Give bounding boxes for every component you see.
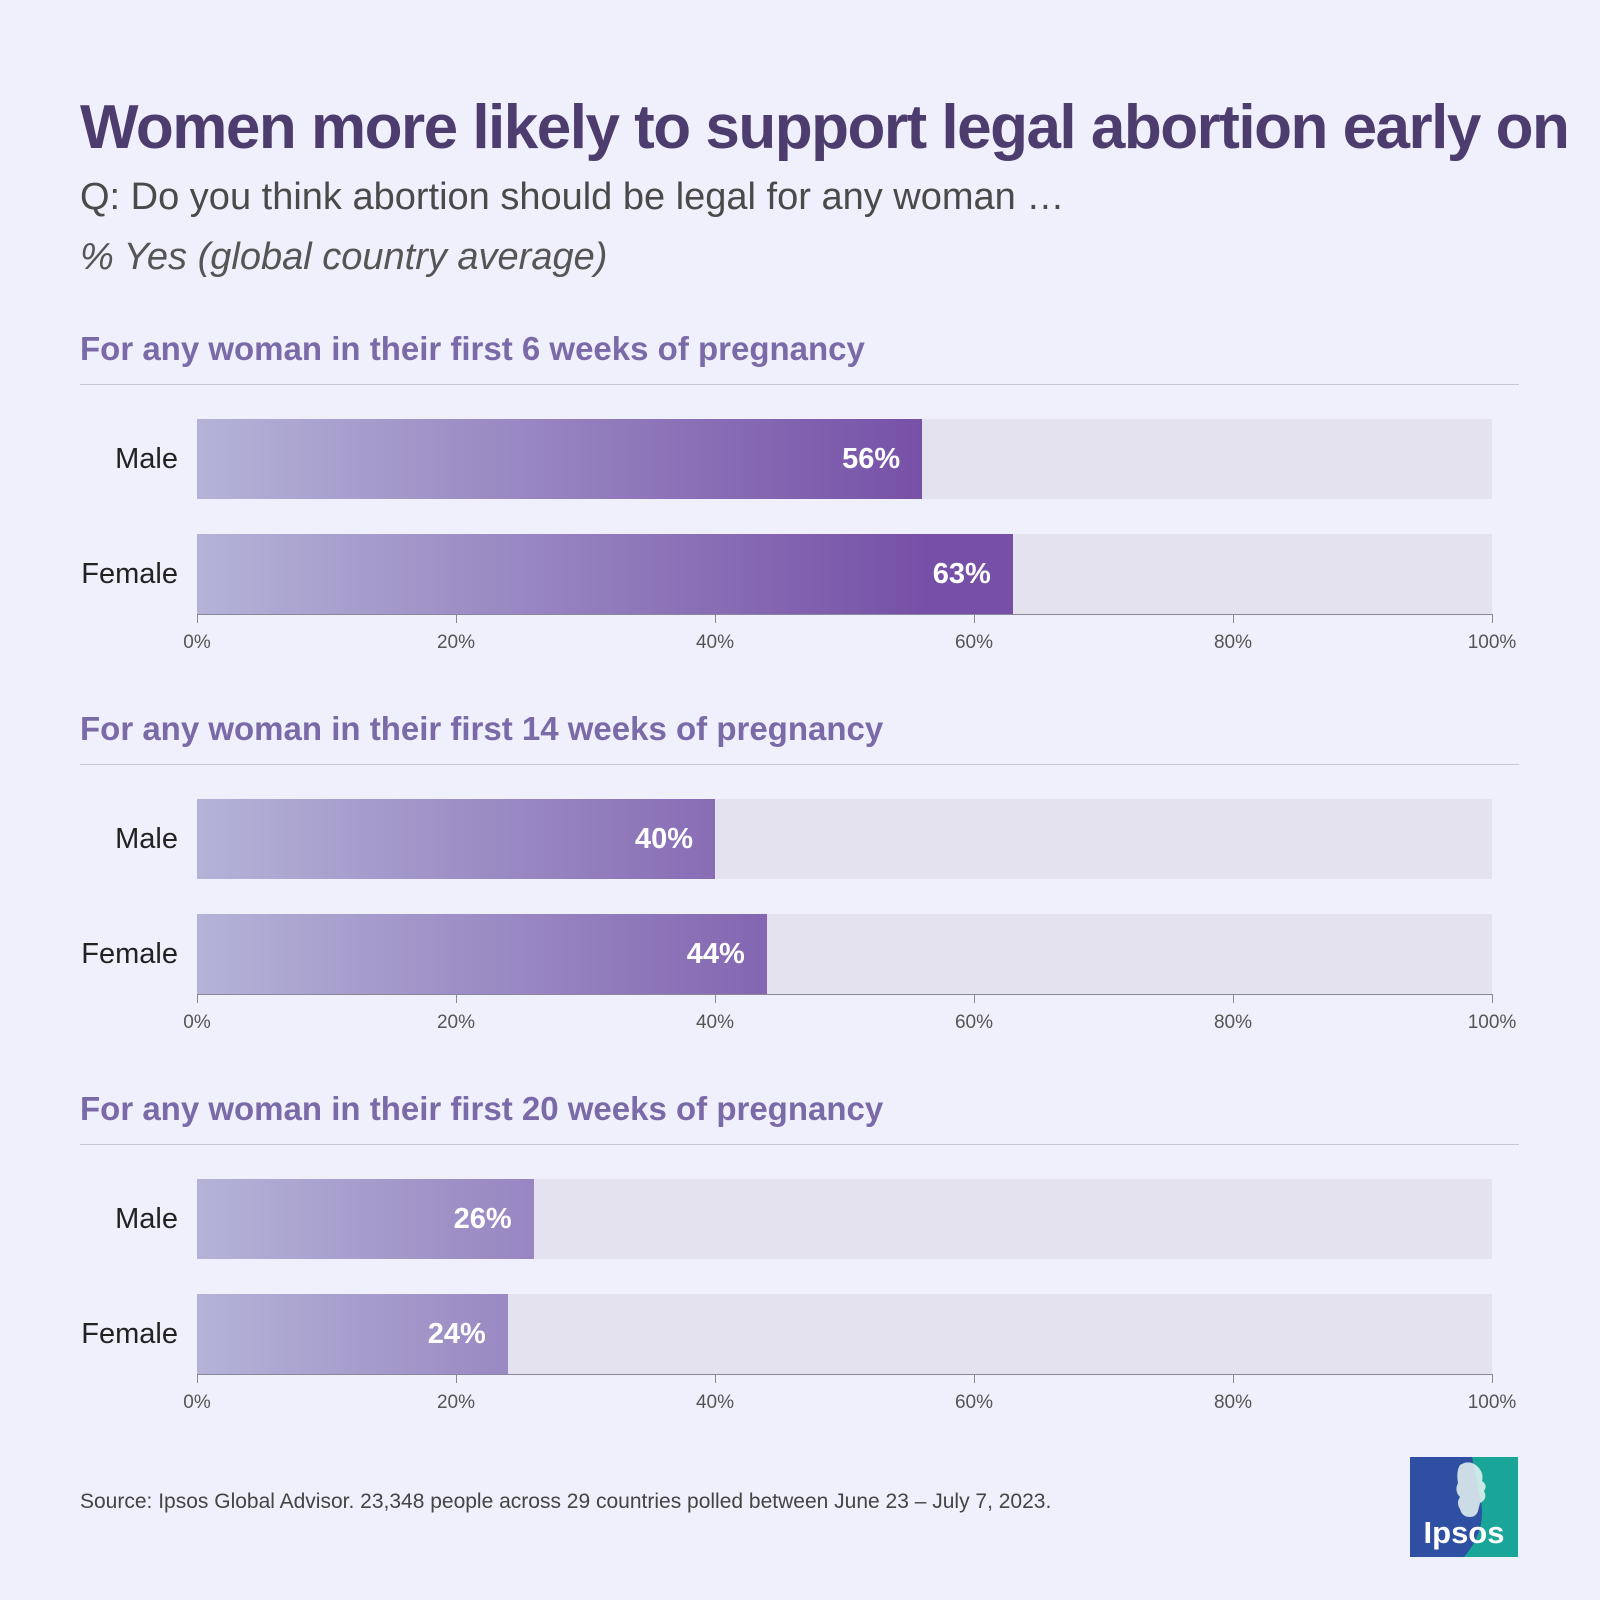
panel-title: For any woman in their first 20 weeks of… (80, 1090, 884, 1127)
bar-value-label: 24% (427, 1318, 486, 1350)
x-tick-mark (1492, 1374, 1493, 1383)
panel-divider (80, 1144, 1519, 1145)
panel-divider (80, 764, 1519, 765)
x-tick-mark (197, 1374, 198, 1383)
x-tick-label: 60% (954, 632, 994, 653)
x-tick-mark (456, 614, 457, 623)
x-tick-label: 0% (183, 1012, 211, 1033)
x-tick-mark (1233, 1374, 1234, 1383)
panel-divider (80, 384, 1519, 385)
x-tick-label: 80% (1213, 1012, 1253, 1033)
category-label: Male (115, 823, 178, 855)
category-label: Female (81, 938, 178, 970)
bar-value-label: 26% (453, 1203, 512, 1235)
source-note: Source: Ipsos Global Advisor. 23,348 peo… (80, 1490, 1052, 1513)
x-tick-mark (715, 614, 716, 623)
unit-note: % Yes (global country average) (80, 236, 608, 278)
question-subtitle: Q: Do you think abortion should be legal… (80, 176, 1065, 218)
category-label: Female (81, 1318, 178, 1350)
bar-track: 24% (197, 1294, 1492, 1374)
category-label: Male (115, 443, 178, 475)
bar-value-label: 56% (842, 443, 901, 475)
x-tick-mark (197, 994, 198, 1003)
panel-title: For any woman in their first 14 weeks of… (80, 710, 884, 747)
x-tick-mark (197, 614, 198, 623)
bar-track: 56% (197, 419, 1492, 499)
x-tick-mark (715, 1374, 716, 1383)
bar-female: 44% (197, 914, 767, 994)
x-tick-mark (1492, 994, 1493, 1003)
bar-value-label: 40% (634, 823, 693, 855)
x-tick-mark (974, 1374, 975, 1383)
x-tick-label: 20% (436, 632, 476, 653)
category-label: Male (115, 1203, 178, 1235)
x-tick-label: 0% (183, 1392, 211, 1413)
x-axis-line (197, 1374, 1492, 1375)
bar-female: 24% (197, 1294, 508, 1374)
x-tick-label: 60% (954, 1392, 994, 1413)
bar-male: 40% (197, 799, 715, 879)
bar-value-label: 44% (686, 938, 745, 970)
x-tick-label: 80% (1213, 632, 1253, 653)
bar-track: 63% (197, 534, 1492, 614)
x-tick-mark (1492, 614, 1493, 623)
x-tick-mark (974, 614, 975, 623)
chart-title: Women more likely to support legal abort… (80, 93, 1570, 162)
x-tick-mark (974, 994, 975, 1003)
x-tick-label: 100% (1467, 632, 1517, 653)
ipsos-logo: Ipsos (1410, 1457, 1518, 1557)
x-tick-mark (1233, 614, 1234, 623)
bar-track: 44% (197, 914, 1492, 994)
x-tick-label: 100% (1467, 1012, 1517, 1033)
x-tick-mark (456, 994, 457, 1003)
x-tick-label: 80% (1213, 1392, 1253, 1413)
panel-title: For any woman in their first 6 weeks of … (80, 330, 865, 367)
bar-track: 40% (197, 799, 1492, 879)
x-tick-label: 100% (1467, 1392, 1517, 1413)
x-tick-mark (715, 994, 716, 1003)
x-tick-label: 40% (695, 632, 735, 653)
x-tick-label: 40% (695, 1392, 735, 1413)
logo-profile-icon (1456, 1462, 1486, 1517)
bar-male: 56% (197, 419, 923, 499)
bar-male: 26% (197, 1179, 534, 1259)
x-tick-label: 60% (954, 1012, 994, 1033)
bar-value-label: 63% (932, 558, 991, 590)
x-tick-mark (1233, 994, 1234, 1003)
bar-female: 63% (197, 534, 1013, 614)
x-axis-line (197, 994, 1492, 995)
category-label: Female (81, 558, 178, 590)
x-tick-label: 40% (695, 1012, 735, 1033)
x-axis-line (197, 614, 1492, 615)
x-tick-label: 20% (436, 1012, 476, 1033)
x-tick-mark (456, 1374, 457, 1383)
logo-text: Ipsos (1424, 1515, 1505, 1550)
ipsos-logo-mark: Ipsos (1410, 1457, 1518, 1557)
x-tick-label: 20% (436, 1392, 476, 1413)
bar-track: 26% (197, 1179, 1492, 1259)
x-tick-label: 0% (183, 632, 211, 653)
